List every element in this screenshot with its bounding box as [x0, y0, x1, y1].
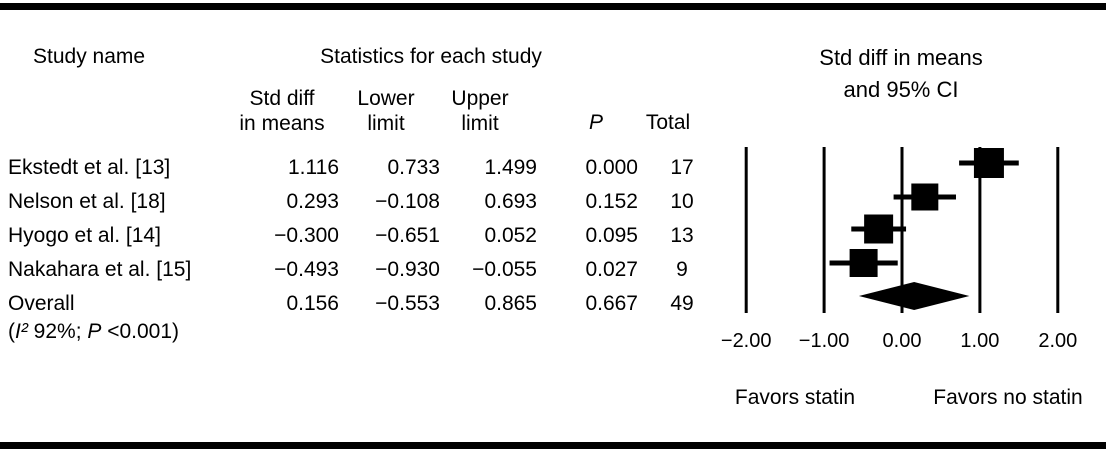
cell-upper-limit: 1.499: [484, 156, 537, 179]
cell-lower-limit: −0.651: [375, 224, 440, 247]
cell-total: 10: [670, 190, 694, 213]
cell-lower-limit: 0.733: [387, 156, 440, 179]
cell-study: Ekstedt et al. [13]: [8, 156, 171, 179]
x-tick-label: 1.00: [960, 330, 1000, 352]
study-name-header: Study name: [33, 45, 146, 68]
plot-title-line1: Std diff in means: [819, 45, 983, 70]
table-row: Ekstedt et al. [13] 1.116 0.733 1.499 0.000 1…: [0, 156, 1106, 182]
x-tick-label: −2.00: [720, 330, 772, 352]
bottom-rule: [0, 442, 1106, 449]
overall-diamond: [858, 282, 970, 310]
mean-square: [849, 249, 878, 277]
x-tick-label: −1.00: [798, 330, 850, 352]
x-tick-label: 0.00: [882, 330, 922, 352]
cell-upper-limit: 0.052: [484, 224, 537, 247]
col-header-upper-limit: Upper limit: [451, 87, 509, 135]
cell-p-value: 0.667: [585, 292, 638, 315]
table-row: Hyogo et al. [14] −0.300 −0.651 0.052 0.095 1…: [0, 224, 1106, 250]
mean-square: [911, 183, 939, 211]
cell-lower-limit: −0.553: [375, 292, 440, 315]
plot-title-line2: and 95% CI: [843, 77, 959, 102]
cell-study: Nakahara et al. [15]: [8, 258, 192, 281]
cell-upper-limit: 0.693: [484, 190, 537, 213]
col-header-std-diff: Std diff in means: [239, 87, 325, 135]
cell-p-value: 0.152: [585, 190, 638, 213]
x-tick-label: 2.00: [1038, 330, 1078, 352]
col-header-total: Total: [645, 111, 691, 134]
cell-upper-limit: −0.055: [472, 258, 537, 281]
table-row: Nakahara et al. [15] −0.493 −0.930 −0.055 0.…: [0, 258, 1106, 284]
col-header-lower-limit: Lower limit: [357, 87, 415, 135]
mean-square: [864, 214, 894, 244]
forest-plot: [744, 147, 1060, 313]
col-header-p-value: P: [588, 111, 604, 134]
favors-right-label: Favors no statin: [933, 386, 1083, 409]
cell-p-value: 0.095: [585, 224, 638, 247]
p-label: P: [87, 320, 102, 343]
cell-upper-limit: 0.865: [484, 292, 537, 315]
cell-p-value: 0.000: [585, 156, 638, 179]
table-row: Nelson et al. [18] 0.293 −0.108 0.693 0.152 1…: [0, 190, 1106, 216]
table-row: Overall 0.156 −0.553 0.865 0.667 49: [0, 292, 1106, 318]
cell-total: 17: [670, 156, 694, 179]
mean-square: [973, 148, 1004, 178]
cell-total: 13: [670, 224, 694, 247]
cell-std-diff: −0.493: [274, 258, 339, 281]
cell-study: Nelson et al. [18]: [8, 190, 166, 213]
favors-left-label: Favors statin: [734, 386, 856, 409]
cell-std-diff: 1.116: [288, 156, 339, 179]
cell-total: 49: [670, 292, 694, 315]
cell-std-diff: 0.293: [286, 190, 339, 213]
cell-p-value: 0.027: [585, 258, 638, 281]
cell-lower-limit: −0.108: [375, 190, 440, 213]
cell-lower-limit: −0.930: [375, 258, 440, 281]
cell-total: 9: [676, 258, 688, 281]
top-rule: [0, 3, 1106, 10]
cell-std-diff: 0.156: [286, 292, 339, 315]
plot-title: Std diff in means and 95% CI: [819, 42, 982, 106]
cell-std-diff: −0.300: [274, 224, 339, 247]
cell-study: Hyogo et al. [14]: [8, 224, 161, 247]
i-squared-label: I²: [15, 320, 28, 343]
statistics-title: Statistics for each study: [320, 45, 542, 68]
heterogeneity-note: (I² 92%; P <0.001): [8, 320, 180, 343]
cell-study: Overall: [8, 292, 75, 315]
